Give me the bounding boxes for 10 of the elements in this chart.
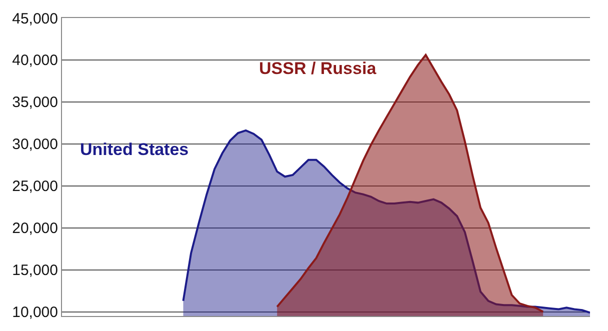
y-tick-label: 40,000: [12, 52, 58, 70]
y-tick-label: 45,000: [12, 10, 58, 28]
series-label: United States: [80, 140, 189, 159]
y-tick-label: 35,000: [12, 94, 58, 112]
series-label: USSR / Russia: [259, 59, 377, 78]
y-tick-label: 15,000: [12, 262, 58, 280]
y-tick-label: 10,000: [12, 304, 58, 322]
y-tick-label: 30,000: [12, 136, 58, 154]
y-tick-label: 25,000: [12, 178, 58, 196]
y-tick-label: 20,000: [12, 220, 58, 238]
